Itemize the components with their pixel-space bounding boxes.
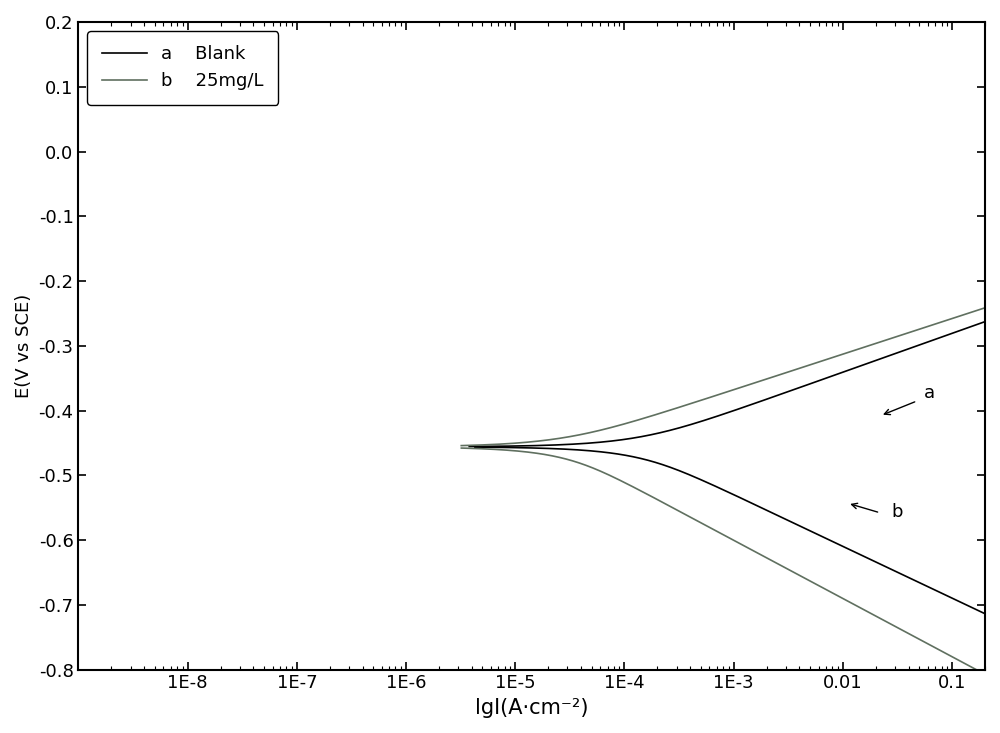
a    Blank: [984, 315, 996, 324]
a    Blank: [854, 362, 866, 371]
X-axis label: lgI(A·cm⁻²): lgI(A·cm⁻²): [475, 698, 588, 718]
a    Blank: [463, 442, 475, 451]
a    Blank: [648, 430, 660, 438]
a    Blank: [868, 357, 880, 366]
Text: b: b: [892, 504, 903, 521]
Line: a    Blank: a Blank: [469, 22, 1000, 446]
b    25mg/L: [833, 351, 845, 360]
Line: b    25mg/L: b 25mg/L: [461, 22, 1000, 446]
Y-axis label: E(V vs SCE): E(V vs SCE): [15, 294, 33, 398]
Text: a: a: [924, 383, 935, 402]
b    25mg/L: [455, 441, 467, 450]
Legend: a    Blank, b    25mg/L: a Blank, b 25mg/L: [87, 31, 278, 105]
